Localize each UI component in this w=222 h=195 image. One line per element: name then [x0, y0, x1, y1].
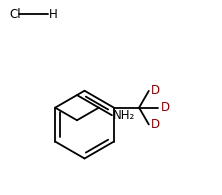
Text: Cl: Cl — [10, 8, 21, 21]
Text: H: H — [49, 8, 58, 21]
Text: D: D — [161, 101, 170, 114]
Text: D: D — [151, 84, 160, 97]
Text: NH₂: NH₂ — [113, 109, 135, 122]
Text: D: D — [151, 118, 160, 131]
